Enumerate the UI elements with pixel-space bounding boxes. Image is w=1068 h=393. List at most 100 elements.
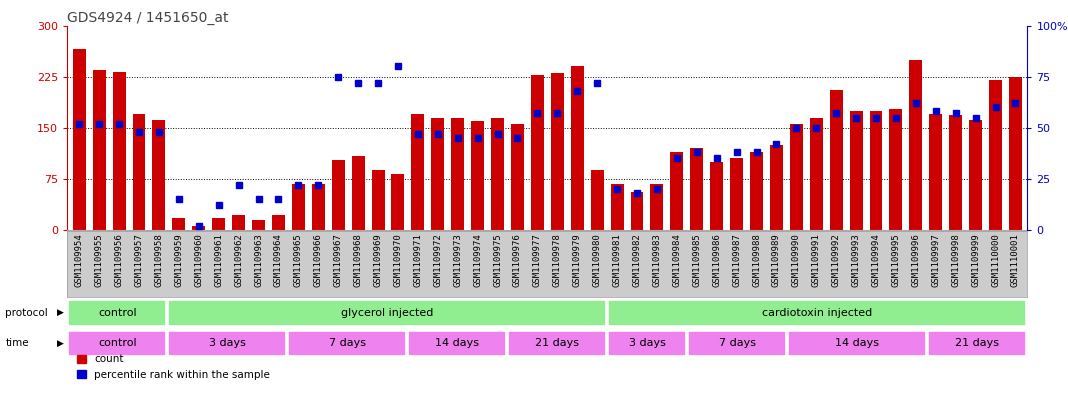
Text: GSM1109985: GSM1109985 [692, 233, 702, 287]
Text: GSM1109974: GSM1109974 [473, 233, 482, 287]
Text: GSM1109955: GSM1109955 [95, 233, 104, 287]
Bar [351, 156, 364, 230]
Text: GSM1109975: GSM1109975 [493, 233, 502, 287]
Text: GSM1109979: GSM1109979 [572, 233, 582, 287]
Bar [511, 124, 524, 230]
Text: GSM1109982: GSM1109982 [632, 233, 642, 287]
Text: GSM1109960: GSM1109960 [194, 233, 203, 287]
Text: 21 days: 21 days [535, 338, 579, 349]
Bar [332, 160, 345, 230]
Text: glycerol injected: glycerol injected [341, 308, 434, 318]
Bar [73, 50, 85, 230]
Bar [192, 226, 205, 230]
Bar [969, 119, 983, 230]
Text: GSM1109981: GSM1109981 [613, 233, 622, 287]
Text: GSM1109993: GSM1109993 [851, 233, 861, 287]
Text: 3 days: 3 days [629, 338, 665, 349]
Text: GSM1109957: GSM1109957 [135, 233, 143, 287]
Bar [929, 114, 942, 230]
Bar [710, 162, 723, 230]
Bar [750, 152, 763, 230]
Text: GSM1109991: GSM1109991 [812, 233, 821, 287]
Bar [508, 331, 607, 356]
Text: control: control [98, 308, 137, 318]
Text: GSM1109971: GSM1109971 [413, 233, 422, 287]
Bar [252, 220, 265, 230]
Bar [928, 331, 1026, 356]
Bar [431, 118, 444, 230]
Text: GSM1109963: GSM1109963 [254, 233, 263, 287]
Bar [790, 124, 803, 230]
Bar [850, 111, 863, 230]
Text: GSM1109959: GSM1109959 [174, 233, 184, 287]
Text: GSM1110001: GSM1110001 [1011, 233, 1020, 287]
Text: time: time [5, 338, 29, 349]
Text: GSM1109966: GSM1109966 [314, 233, 323, 287]
Text: GSM1109968: GSM1109968 [354, 233, 363, 287]
Bar [630, 193, 643, 230]
Bar [770, 145, 783, 230]
Text: GSM1109967: GSM1109967 [333, 233, 343, 287]
Text: GSM1109976: GSM1109976 [513, 233, 522, 287]
Text: GSM1109972: GSM1109972 [434, 233, 442, 287]
Bar [471, 121, 484, 230]
Bar [788, 331, 926, 356]
Bar [551, 73, 564, 230]
Text: 7 days: 7 days [329, 338, 366, 349]
Text: 14 days: 14 days [436, 338, 480, 349]
Bar [288, 331, 406, 356]
Bar [172, 218, 186, 230]
Bar [689, 331, 786, 356]
Bar [609, 300, 1026, 325]
Legend: count, percentile rank within the sample: count, percentile rank within the sample [73, 350, 274, 384]
Text: GSM1109978: GSM1109978 [553, 233, 562, 287]
Text: GSM1109970: GSM1109970 [393, 233, 403, 287]
Text: GSM1110000: GSM1110000 [991, 233, 1000, 287]
Text: GSM1109996: GSM1109996 [911, 233, 921, 287]
Bar [491, 118, 504, 230]
Bar [989, 80, 1002, 230]
Text: 7 days: 7 days [719, 338, 756, 349]
Bar [132, 114, 145, 230]
Text: GSM1109984: GSM1109984 [673, 233, 681, 287]
Text: GSM1109977: GSM1109977 [533, 233, 541, 287]
Bar [1009, 77, 1022, 230]
Bar [312, 184, 325, 230]
Text: cardiotoxin injected: cardiotoxin injected [763, 308, 873, 318]
Text: GSM1109997: GSM1109997 [931, 233, 940, 287]
Bar [169, 300, 607, 325]
Bar [869, 111, 882, 230]
Bar [671, 152, 684, 230]
Bar [452, 118, 465, 230]
Bar [650, 184, 663, 230]
Bar [690, 148, 703, 230]
Text: GSM1109958: GSM1109958 [155, 233, 163, 287]
Text: GSM1109965: GSM1109965 [294, 233, 303, 287]
Text: GSM1109961: GSM1109961 [215, 233, 223, 287]
Text: ▶: ▶ [57, 309, 63, 317]
Text: GSM1109988: GSM1109988 [752, 233, 761, 287]
Text: GSM1109995: GSM1109995 [892, 233, 900, 287]
Text: GSM1109964: GSM1109964 [273, 233, 283, 287]
Bar [272, 215, 285, 230]
Text: GSM1109987: GSM1109987 [732, 233, 741, 287]
Bar [609, 331, 687, 356]
Text: 14 days: 14 days [835, 338, 879, 349]
Bar [830, 90, 843, 230]
Bar [169, 331, 286, 356]
Bar [112, 72, 126, 230]
Text: GSM1109973: GSM1109973 [453, 233, 462, 287]
Bar [591, 170, 603, 230]
Bar [949, 116, 962, 230]
Text: GSM1109969: GSM1109969 [374, 233, 382, 287]
Text: GSM1109962: GSM1109962 [234, 233, 244, 287]
Bar [408, 331, 506, 356]
Text: GSM1109989: GSM1109989 [772, 233, 781, 287]
Bar [68, 331, 167, 356]
Bar [731, 158, 743, 230]
Bar [93, 70, 106, 230]
Text: GSM1109990: GSM1109990 [791, 233, 801, 287]
Bar [213, 218, 225, 230]
Bar [909, 60, 923, 230]
Text: control: control [98, 338, 137, 349]
